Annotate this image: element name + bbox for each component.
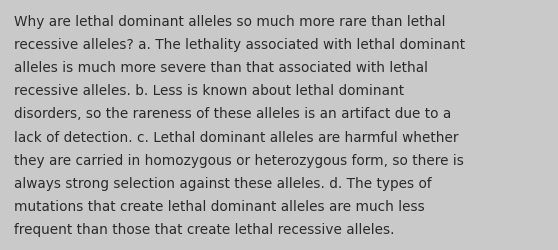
Text: Why are lethal dominant alleles so much more rare than lethal: Why are lethal dominant alleles so much … <box>14 15 445 29</box>
Text: they are carried in homozygous or heterozygous form, so there is: they are carried in homozygous or hetero… <box>14 153 464 167</box>
Text: always strong selection against these alleles. d. The types of: always strong selection against these al… <box>14 176 431 190</box>
Text: recessive alleles. b. Less is known about lethal dominant: recessive alleles. b. Less is known abou… <box>14 84 404 98</box>
Text: recessive alleles? a. The lethality associated with lethal dominant: recessive alleles? a. The lethality asso… <box>14 38 465 52</box>
Text: frequent than those that create lethal recessive alleles.: frequent than those that create lethal r… <box>14 222 395 236</box>
Text: disorders, so the rareness of these alleles is an artifact due to a: disorders, so the rareness of these alle… <box>14 107 451 121</box>
Text: lack of detection. c. Lethal dominant alleles are harmful whether: lack of detection. c. Lethal dominant al… <box>14 130 459 144</box>
Text: mutations that create lethal dominant alleles are much less: mutations that create lethal dominant al… <box>14 199 425 213</box>
Text: alleles is much more severe than that associated with lethal: alleles is much more severe than that as… <box>14 61 428 75</box>
